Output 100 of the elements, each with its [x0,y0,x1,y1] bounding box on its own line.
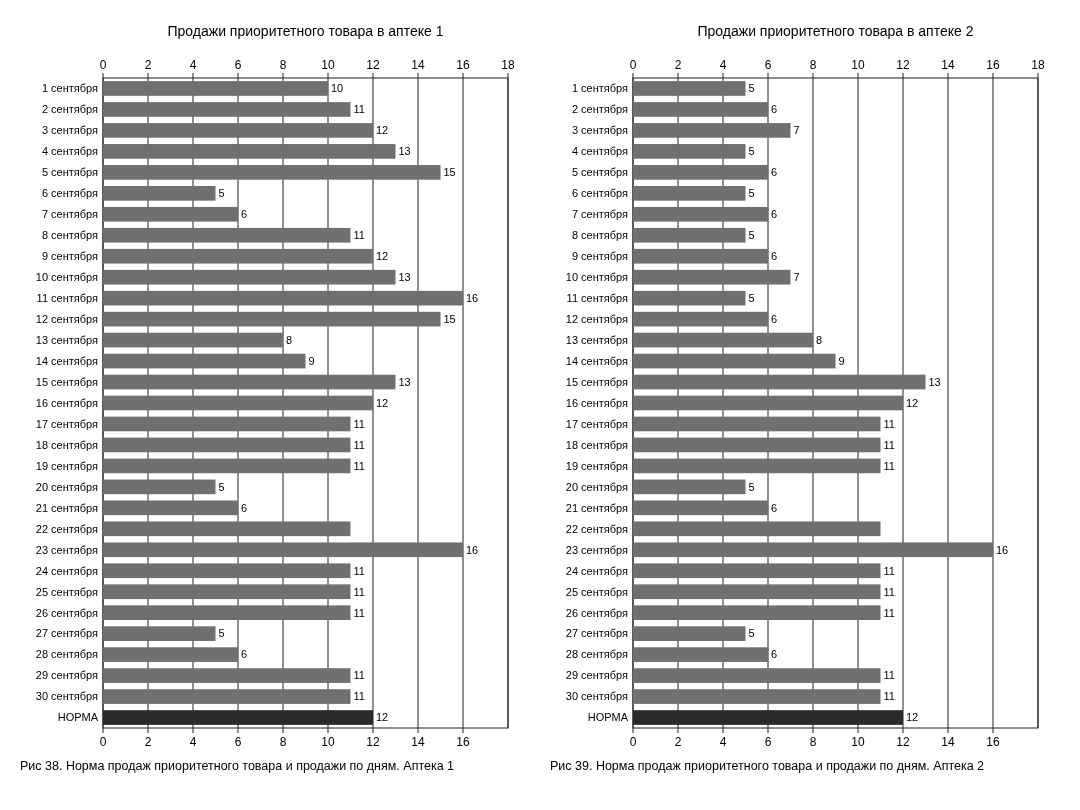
x2-tick-label: 18 [501,58,515,72]
x2-tick-label: 4 [719,58,727,72]
data-label: 5 [748,82,755,95]
data-label: 11 [353,417,365,430]
y-tick-label: 26 сентября [35,606,99,619]
y-tick-label: 4 сентября [571,145,629,158]
data-label: 13 [398,375,411,388]
data-label: 6 [771,250,778,263]
x2-tick-label: 12 [896,58,910,72]
bar [103,102,351,117]
data-label: 11 [883,669,895,682]
data-label: 13 [398,271,411,284]
bar [633,458,881,474]
bar [103,437,351,453]
y-tick-label: 2 сентября [571,103,629,116]
data-label: 12 [376,124,389,137]
bar [633,542,993,558]
bar [633,689,881,704]
data-label: 5 [748,145,755,158]
y-tick-label: 6 сентября [571,187,629,200]
text: Рис 39. Норма продаж приоритетного товара и продажи по дням. Аптека 2 [550,759,985,773]
y-tick-label: 6 сентября [41,187,99,200]
y-tick-label: 8 сентября [41,229,99,242]
bar [633,185,746,201]
y-tick-label: 3 сентября [571,124,629,137]
data-label: 6 [771,166,778,179]
y-tick-label: 29 сентября [565,669,629,682]
data-label: 9 [308,354,315,367]
bar [633,102,768,117]
bar [633,668,881,683]
y-tick-label: 20 сентября [565,480,629,493]
x-tick-label: 8 [279,735,287,749]
data-label: 11 [353,459,365,472]
x2-tick-label: 16 [986,58,1000,72]
bar [633,144,746,159]
bar [633,269,791,285]
data-label: 11 [353,606,365,619]
y-tick-label: 16 сентября [35,396,99,409]
x2-tick-label: 2 [674,58,682,72]
bar [633,353,836,369]
data-label: 8 [286,333,293,346]
data-label: 11 [883,417,895,430]
data-label: 16 [996,543,1009,556]
bar [633,290,746,306]
y-tick-label: 7 сентября [571,208,629,221]
y-tick-label: 24 сентября [565,564,629,577]
y-tick-label: 12 сентября [35,312,99,325]
data-label: 10 [331,82,344,95]
y-tick-label: 11 сентября [36,292,99,305]
data-label: 11 [883,459,895,472]
y-tick-label: 20 сентября [35,480,99,493]
y-tick-label: 9 сентября [41,250,99,263]
data-label: 5 [218,187,225,200]
x-tick-label: 0 [629,735,637,749]
x2-tick-label: 16 [456,58,470,72]
y-tick-label: НОРМА [57,711,99,724]
bar [103,123,373,138]
bar [633,311,768,327]
data-label: 5 [748,480,755,493]
y-tick-label: 12 сентября [565,312,629,325]
y-tick-label: 21 сентября [35,501,99,514]
x2-tick-label: 18 [1031,58,1045,72]
x-tick-label: 10 [321,735,335,749]
bar [633,165,768,180]
bar [633,81,746,96]
y-tick-label: 14 сентября [35,354,99,367]
data-label: 15 [443,166,456,179]
y-tick-label: 18 сентября [35,438,99,451]
bar [103,144,396,159]
bar [103,542,463,558]
y-tick-label: 1 сентября [41,82,99,95]
x2-tick-label: 6 [764,58,772,72]
y-tick-label: НОРМА [587,711,629,724]
data-label: 11 [353,669,365,682]
y-tick-label: 25 сентября [565,585,629,598]
y-tick-label: 8 сентября [571,229,629,242]
chart-title: Продажи приоритетного товара в аптеке 2 [697,23,974,39]
data-label: 11 [353,585,365,598]
data-label: 5 [218,627,225,640]
data-label: 15 [443,312,456,325]
y-tick-label: 23 сентября [565,543,629,556]
x-tick-label: 16 [986,735,1000,749]
bar [103,668,351,683]
y-tick-label: 25 сентября [35,585,99,598]
data-label: 11 [353,564,365,577]
bar [103,458,351,474]
x-tick-label: 12 [896,735,910,749]
bar [633,248,768,264]
y-tick-label: 19 сентября [565,459,629,472]
data-label: 11 [883,438,895,451]
y-tick-label: 29 сентября [35,669,99,682]
data-label: 5 [748,229,755,242]
data-label: 11 [883,585,895,598]
y-tick-label: 3 сентября [41,124,99,137]
bar [633,374,926,390]
bar [103,290,463,306]
x-tick-label: 2 [674,735,682,749]
y-tick-label: 15 сентября [35,375,99,388]
y-tick-label: 28 сентября [565,648,629,661]
bar [103,81,328,96]
